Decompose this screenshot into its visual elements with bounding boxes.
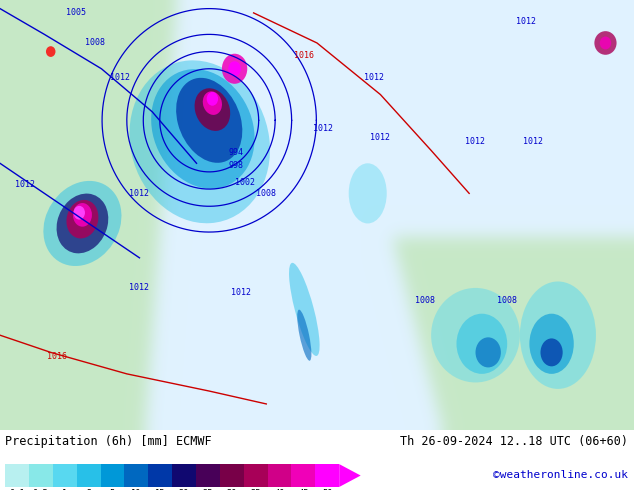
FancyArrow shape bbox=[339, 464, 361, 487]
Ellipse shape bbox=[207, 92, 218, 106]
Bar bbox=[5, 464, 29, 487]
Text: 1012: 1012 bbox=[516, 17, 536, 26]
Text: 1012: 1012 bbox=[129, 283, 150, 293]
Ellipse shape bbox=[67, 200, 98, 239]
Bar bbox=[292, 464, 315, 487]
Ellipse shape bbox=[349, 163, 387, 223]
Text: 1008: 1008 bbox=[415, 296, 435, 305]
Text: 1016: 1016 bbox=[294, 51, 314, 60]
Text: 1012: 1012 bbox=[370, 133, 391, 142]
Ellipse shape bbox=[151, 69, 255, 189]
Ellipse shape bbox=[520, 281, 596, 389]
Text: 1002: 1002 bbox=[235, 178, 255, 187]
Text: ©weatheronline.co.uk: ©weatheronline.co.uk bbox=[493, 470, 628, 480]
Bar bbox=[172, 464, 196, 487]
Ellipse shape bbox=[46, 46, 56, 57]
Ellipse shape bbox=[456, 314, 507, 374]
Ellipse shape bbox=[203, 91, 222, 115]
Text: Th 26-09-2024 12..18 UTC (06+60): Th 26-09-2024 12..18 UTC (06+60) bbox=[399, 435, 628, 447]
Text: 1008: 1008 bbox=[256, 189, 276, 198]
Ellipse shape bbox=[228, 61, 241, 76]
Text: 1012: 1012 bbox=[465, 137, 486, 147]
Ellipse shape bbox=[476, 337, 501, 368]
Bar bbox=[268, 464, 292, 487]
Bar bbox=[243, 464, 268, 487]
Ellipse shape bbox=[431, 288, 520, 383]
Ellipse shape bbox=[74, 206, 85, 220]
Bar bbox=[124, 464, 148, 487]
Text: 994: 994 bbox=[228, 147, 243, 157]
Ellipse shape bbox=[56, 194, 108, 253]
Ellipse shape bbox=[129, 60, 270, 223]
Text: 1012: 1012 bbox=[313, 124, 333, 133]
Bar bbox=[101, 464, 124, 487]
Ellipse shape bbox=[222, 54, 247, 84]
Ellipse shape bbox=[195, 88, 230, 131]
Ellipse shape bbox=[176, 78, 242, 163]
Ellipse shape bbox=[529, 314, 574, 374]
Text: Precipitation (6h) [mm] ECMWF: Precipitation (6h) [mm] ECMWF bbox=[5, 435, 212, 447]
Text: 998: 998 bbox=[228, 161, 243, 170]
Ellipse shape bbox=[600, 37, 611, 49]
Text: 1012: 1012 bbox=[364, 73, 384, 82]
Text: 1008: 1008 bbox=[497, 296, 517, 305]
Text: 1012: 1012 bbox=[129, 189, 150, 198]
Bar bbox=[148, 464, 172, 487]
Bar bbox=[77, 464, 101, 487]
Ellipse shape bbox=[73, 203, 92, 227]
Ellipse shape bbox=[595, 31, 616, 55]
Text: 1008: 1008 bbox=[85, 39, 105, 48]
Ellipse shape bbox=[43, 181, 122, 266]
Ellipse shape bbox=[289, 263, 320, 356]
Text: 1016: 1016 bbox=[47, 352, 67, 361]
Text: 1012: 1012 bbox=[522, 137, 543, 147]
Bar bbox=[29, 464, 53, 487]
Text: 1012: 1012 bbox=[15, 180, 36, 189]
Bar bbox=[53, 464, 77, 487]
Bar bbox=[196, 464, 220, 487]
Ellipse shape bbox=[540, 339, 563, 367]
Bar bbox=[220, 464, 243, 487]
Text: 1005: 1005 bbox=[66, 8, 86, 17]
Bar bbox=[315, 464, 339, 487]
Text: 1012: 1012 bbox=[110, 73, 131, 82]
Text: 1012: 1012 bbox=[231, 288, 251, 297]
Ellipse shape bbox=[297, 310, 311, 361]
